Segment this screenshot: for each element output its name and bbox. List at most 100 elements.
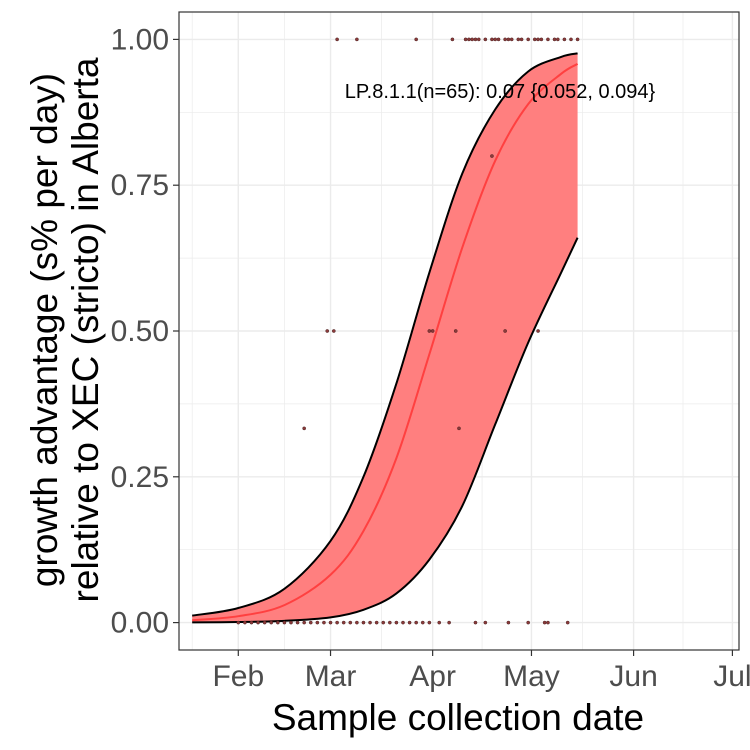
observation-point [269,620,274,625]
observation-point [569,37,573,42]
observation-points [236,37,580,625]
observation-point [414,37,418,42]
observation-point [506,620,511,625]
observation-point [332,329,336,333]
observation-point [493,37,498,42]
observation-point [295,620,300,625]
x-tick-label: Jun [609,660,657,693]
observation-point [407,620,412,625]
observation-point [236,620,241,625]
observation-point [532,37,537,42]
observation-point [430,329,435,333]
y-tick-label: 1.00 [111,23,169,56]
observation-point [526,37,530,42]
observation-point [355,37,359,42]
observation-point [388,620,392,625]
x-tick-label: Mar [305,660,357,693]
observation-point [516,37,521,42]
observation-point [562,37,567,42]
observation-point [552,37,557,42]
observation-point [381,620,386,625]
observation-point [447,620,451,625]
observation-point [276,620,280,625]
observation-point [328,620,333,625]
ci-upper-line [192,52,578,617]
observation-point [473,620,478,625]
observation-point [526,620,530,625]
observation-point [315,620,320,625]
observation-point [308,620,313,625]
observation-point [355,620,359,625]
observation-point [302,620,306,625]
observation-point [496,37,501,42]
y-axis-title: growth advantage (s% per day) relative t… [24,57,106,602]
axis-layer: 0.00 0.25 0.50 0.75 1.00 Feb Mar Apr May Jun Jul [111,23,750,693]
y-tick-label: 0.25 [111,461,169,494]
observation-point [249,620,254,625]
observation-point [361,620,366,625]
observation-point [457,426,461,431]
observation-point [437,620,442,625]
observation-point [401,620,405,625]
observation-point [453,329,458,333]
observation-point [322,620,326,625]
observation-point [476,37,481,42]
observation-point [519,37,524,42]
y-axis-title-line-2: relative to XEC (stricto) in Alberta [65,57,106,602]
observation-point [368,620,372,625]
observation-point [483,620,488,625]
observation-point [374,620,379,625]
fit-line [192,63,579,622]
observation-point [302,426,306,431]
observation-point [289,620,293,625]
observation-point [427,329,432,333]
fit-annotation: LP.8.1.1(n=65): 0.07 {0.052, 0.094} [345,81,656,103]
ribbon-layer [192,53,578,623]
observation-point [503,37,507,42]
observation-point [414,620,418,625]
x-tick-label: May [503,660,560,693]
observation-point [256,620,260,625]
observation-point [546,37,550,42]
observation-point [282,620,287,625]
observation-point [420,620,425,625]
observation-point [542,620,547,625]
y-tick-label: 0.50 [111,315,169,348]
observation-point [348,620,353,625]
x-tick-label: Jul [713,660,750,693]
observation-point [536,37,540,42]
observation-point [262,620,267,625]
observation-point [243,620,247,625]
observation-point [546,620,550,625]
x-tick-label: Feb [212,660,264,693]
observation-point [539,37,544,42]
observation-point [575,37,580,42]
x-tick-label: Apr [409,660,456,693]
observation-point [509,37,514,42]
observation-point [341,620,346,625]
observation-point [335,37,339,42]
observation-point [335,620,339,625]
observation-point [394,620,399,625]
observation-point [427,620,432,625]
observation-point [490,37,494,42]
x-axis-title: Sample collection date [272,697,644,738]
y-tick-label: 0.00 [111,607,169,640]
observation-point [473,37,478,42]
observation-point [490,154,494,158]
observation-point [467,37,471,42]
observation-point [470,37,474,42]
y-tick-label: 0.75 [111,169,169,202]
observation-point [483,37,488,42]
y-axis-title-line-1: growth advantage (s% per day) [24,73,65,587]
observation-point [536,329,540,333]
observation-point [556,37,560,42]
confidence-ribbon [192,53,578,623]
observation-point [450,37,455,42]
observation-point [565,620,570,625]
observation-point [506,37,511,42]
observation-point [463,37,468,42]
observation-point [325,329,330,333]
